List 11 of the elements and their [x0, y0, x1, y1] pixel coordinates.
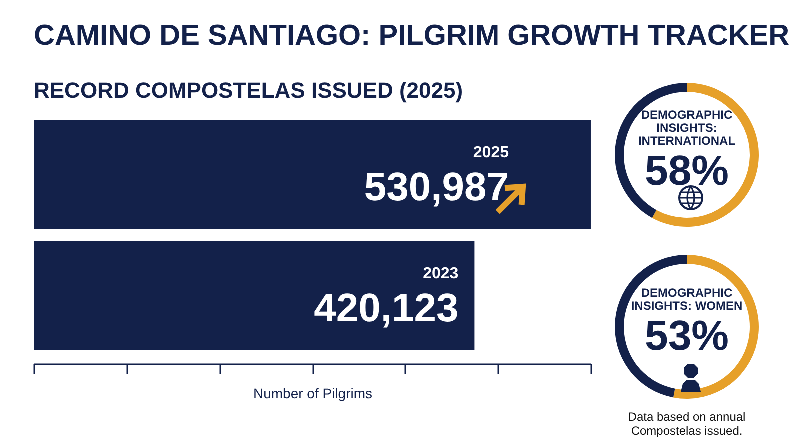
data-label: 420,123 — [314, 286, 459, 331]
y-tick-label: 2023 — [423, 266, 459, 283]
text: DEMOGRAPHIC INSIGHTS: INTERNATIONAL — [638, 108, 736, 148]
data-label: 530,987 — [364, 165, 509, 210]
text: DEMOGRAPHIC INSIGHTS: WOMEN — [631, 286, 743, 313]
x-axis-title: Number of Pilgrims — [253, 385, 373, 402]
y-tick-label: 2025 — [473, 144, 510, 162]
chart-subtitle: RECORD COMPOSTELAS ISSUED (2025) — [34, 78, 464, 103]
data-label: 53% — [644, 312, 730, 359]
data-label: 58% — [644, 147, 730, 194]
chart-title: CAMINO DE SANTIAGO: PILGRIM GROWTH TRACKER — [34, 20, 790, 52]
